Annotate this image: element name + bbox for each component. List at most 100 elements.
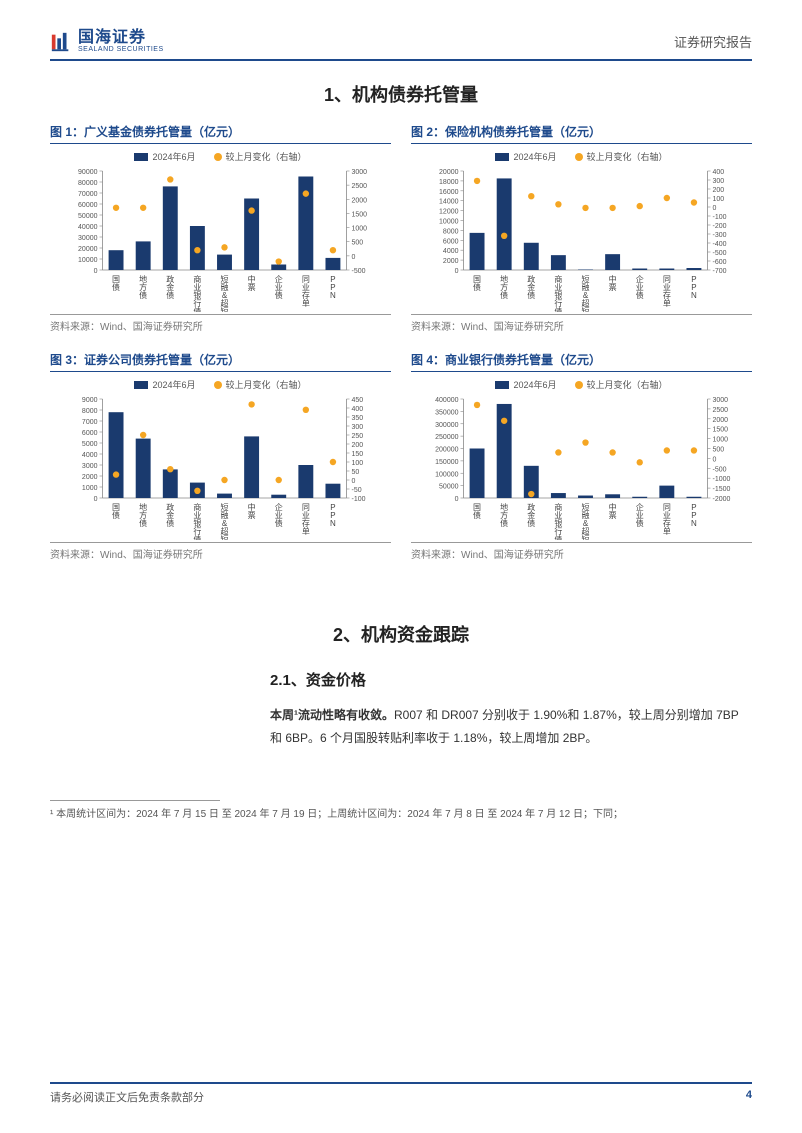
- svg-text:200000: 200000: [435, 447, 458, 454]
- x-label: 商业银行债: [554, 502, 562, 540]
- x-label: 短融&超短融: [221, 274, 229, 312]
- x-label: 地方债: [500, 274, 508, 300]
- svg-text:50000: 50000: [439, 484, 459, 491]
- header-right: 证券研究报告: [674, 32, 752, 51]
- bar: [136, 439, 151, 498]
- svg-text:0: 0: [352, 478, 356, 485]
- svg-text:4000: 4000: [82, 452, 98, 459]
- chart-source: 资料来源：Wind、国海证券研究所: [50, 314, 391, 333]
- dot: [582, 439, 588, 445]
- section-2-1-title: 2.1、资金价格: [270, 669, 752, 690]
- chart-caption: 图 1：广义基金债券托管量（亿元）: [50, 123, 391, 144]
- bar: [524, 243, 539, 270]
- logo-icon: [50, 31, 72, 53]
- dot: [637, 203, 643, 209]
- bar: [244, 436, 259, 498]
- bar: [686, 268, 701, 270]
- dot: [303, 407, 309, 413]
- x-label: 政金债: [527, 274, 535, 300]
- svg-text:-600: -600: [713, 259, 727, 266]
- svg-text:-100: -100: [352, 496, 366, 503]
- bar: [605, 494, 620, 498]
- chart-svg: 0200040006000800010000120001400016000180…: [411, 167, 752, 312]
- x-label: 中票: [609, 502, 617, 520]
- dot: [248, 401, 254, 407]
- legend-dot: 较上月变化（右轴）: [214, 378, 307, 391]
- x-label: 国债: [473, 275, 481, 292]
- chart-block: 图 3：证券公司债券托管量（亿元）2024年6月较上月变化（右轴）0100020…: [50, 351, 391, 571]
- svg-text:0: 0: [455, 496, 459, 503]
- bar: [325, 484, 340, 498]
- dot: [303, 190, 309, 196]
- svg-text:6000: 6000: [82, 430, 98, 437]
- svg-text:0: 0: [455, 268, 459, 275]
- x-label: 政金债: [527, 502, 535, 528]
- bar: [578, 496, 593, 498]
- svg-text:200: 200: [352, 442, 364, 449]
- x-label: 短融&超短融: [582, 502, 590, 540]
- svg-text:90000: 90000: [78, 169, 98, 176]
- svg-text:-100: -100: [713, 214, 727, 221]
- svg-text:1000: 1000: [82, 485, 98, 492]
- svg-text:-500: -500: [713, 250, 727, 257]
- svg-text:2500: 2500: [352, 183, 368, 190]
- dot-swatch-icon: [575, 381, 583, 389]
- svg-text:2000: 2000: [352, 197, 368, 204]
- x-label: 地方债: [139, 274, 147, 300]
- dot: [194, 488, 200, 494]
- svg-text:-2000: -2000: [713, 496, 731, 503]
- svg-text:0: 0: [713, 205, 717, 212]
- svg-text:100: 100: [352, 460, 364, 467]
- svg-text:8000: 8000: [443, 228, 459, 235]
- chart-legend: 2024年6月较上月变化（右轴）: [50, 150, 391, 163]
- x-label: 国债: [112, 503, 120, 520]
- x-label: 同业存单: [663, 275, 671, 308]
- dot: [474, 402, 480, 408]
- dot: [221, 477, 227, 483]
- dot: [276, 258, 282, 264]
- bar: [551, 493, 566, 498]
- page-header: 国海证券 SEALAND SECURITIES 证券研究报告: [50, 30, 752, 61]
- svg-text:-500: -500: [713, 466, 727, 473]
- dot: [276, 477, 282, 483]
- x-label: 企业债: [636, 502, 644, 528]
- svg-text:4000: 4000: [443, 248, 459, 255]
- logo-text-en: SEALAND SECURITIES: [78, 46, 164, 53]
- page-number: 4: [746, 1089, 752, 1105]
- svg-text:7000: 7000: [82, 419, 98, 426]
- chart-caption: 图 4：商业银行债券托管量（亿元）: [411, 351, 752, 372]
- legend-dot: 较上月变化（右轴）: [214, 150, 307, 163]
- footnote-separator: [50, 800, 220, 801]
- svg-text:30000: 30000: [78, 235, 98, 242]
- svg-text:18000: 18000: [439, 179, 459, 186]
- x-label: 企业债: [275, 502, 283, 528]
- dot: [555, 201, 561, 207]
- svg-text:300000: 300000: [435, 422, 458, 429]
- svg-text:3000: 3000: [82, 463, 98, 470]
- dot: [555, 449, 561, 455]
- dot: [501, 233, 507, 239]
- chart-svg: 0100020003000400050006000700080009000-10…: [50, 395, 391, 540]
- legend-bar: 2024年6月: [495, 150, 556, 163]
- bar: [497, 178, 512, 270]
- footnote: ¹ 本周统计区间为：2024 年 7 月 15 日 至 2024 年 7 月 1…: [50, 807, 752, 823]
- svg-text:0: 0: [352, 254, 356, 261]
- chart-caption: 图 2：保险机构债券托管量（亿元）: [411, 123, 752, 144]
- svg-text:100: 100: [713, 196, 725, 203]
- dot-swatch-icon: [214, 381, 222, 389]
- dot: [113, 471, 119, 477]
- dot: [113, 205, 119, 211]
- chart-source: 资料来源：Wind、国海证券研究所: [411, 542, 752, 561]
- logo: 国海证券 SEALAND SECURITIES: [50, 30, 164, 53]
- svg-text:100000: 100000: [435, 471, 458, 478]
- x-label: 短融&超短融: [221, 502, 229, 540]
- bar: [325, 258, 340, 270]
- svg-text:50: 50: [352, 469, 360, 476]
- dot: [609, 449, 615, 455]
- svg-text:500: 500: [713, 447, 725, 454]
- svg-text:10000: 10000: [78, 257, 98, 264]
- svg-text:14000: 14000: [439, 199, 459, 206]
- bar: [136, 241, 151, 270]
- svg-text:20000: 20000: [78, 246, 98, 253]
- x-label: 商业银行债: [554, 274, 562, 312]
